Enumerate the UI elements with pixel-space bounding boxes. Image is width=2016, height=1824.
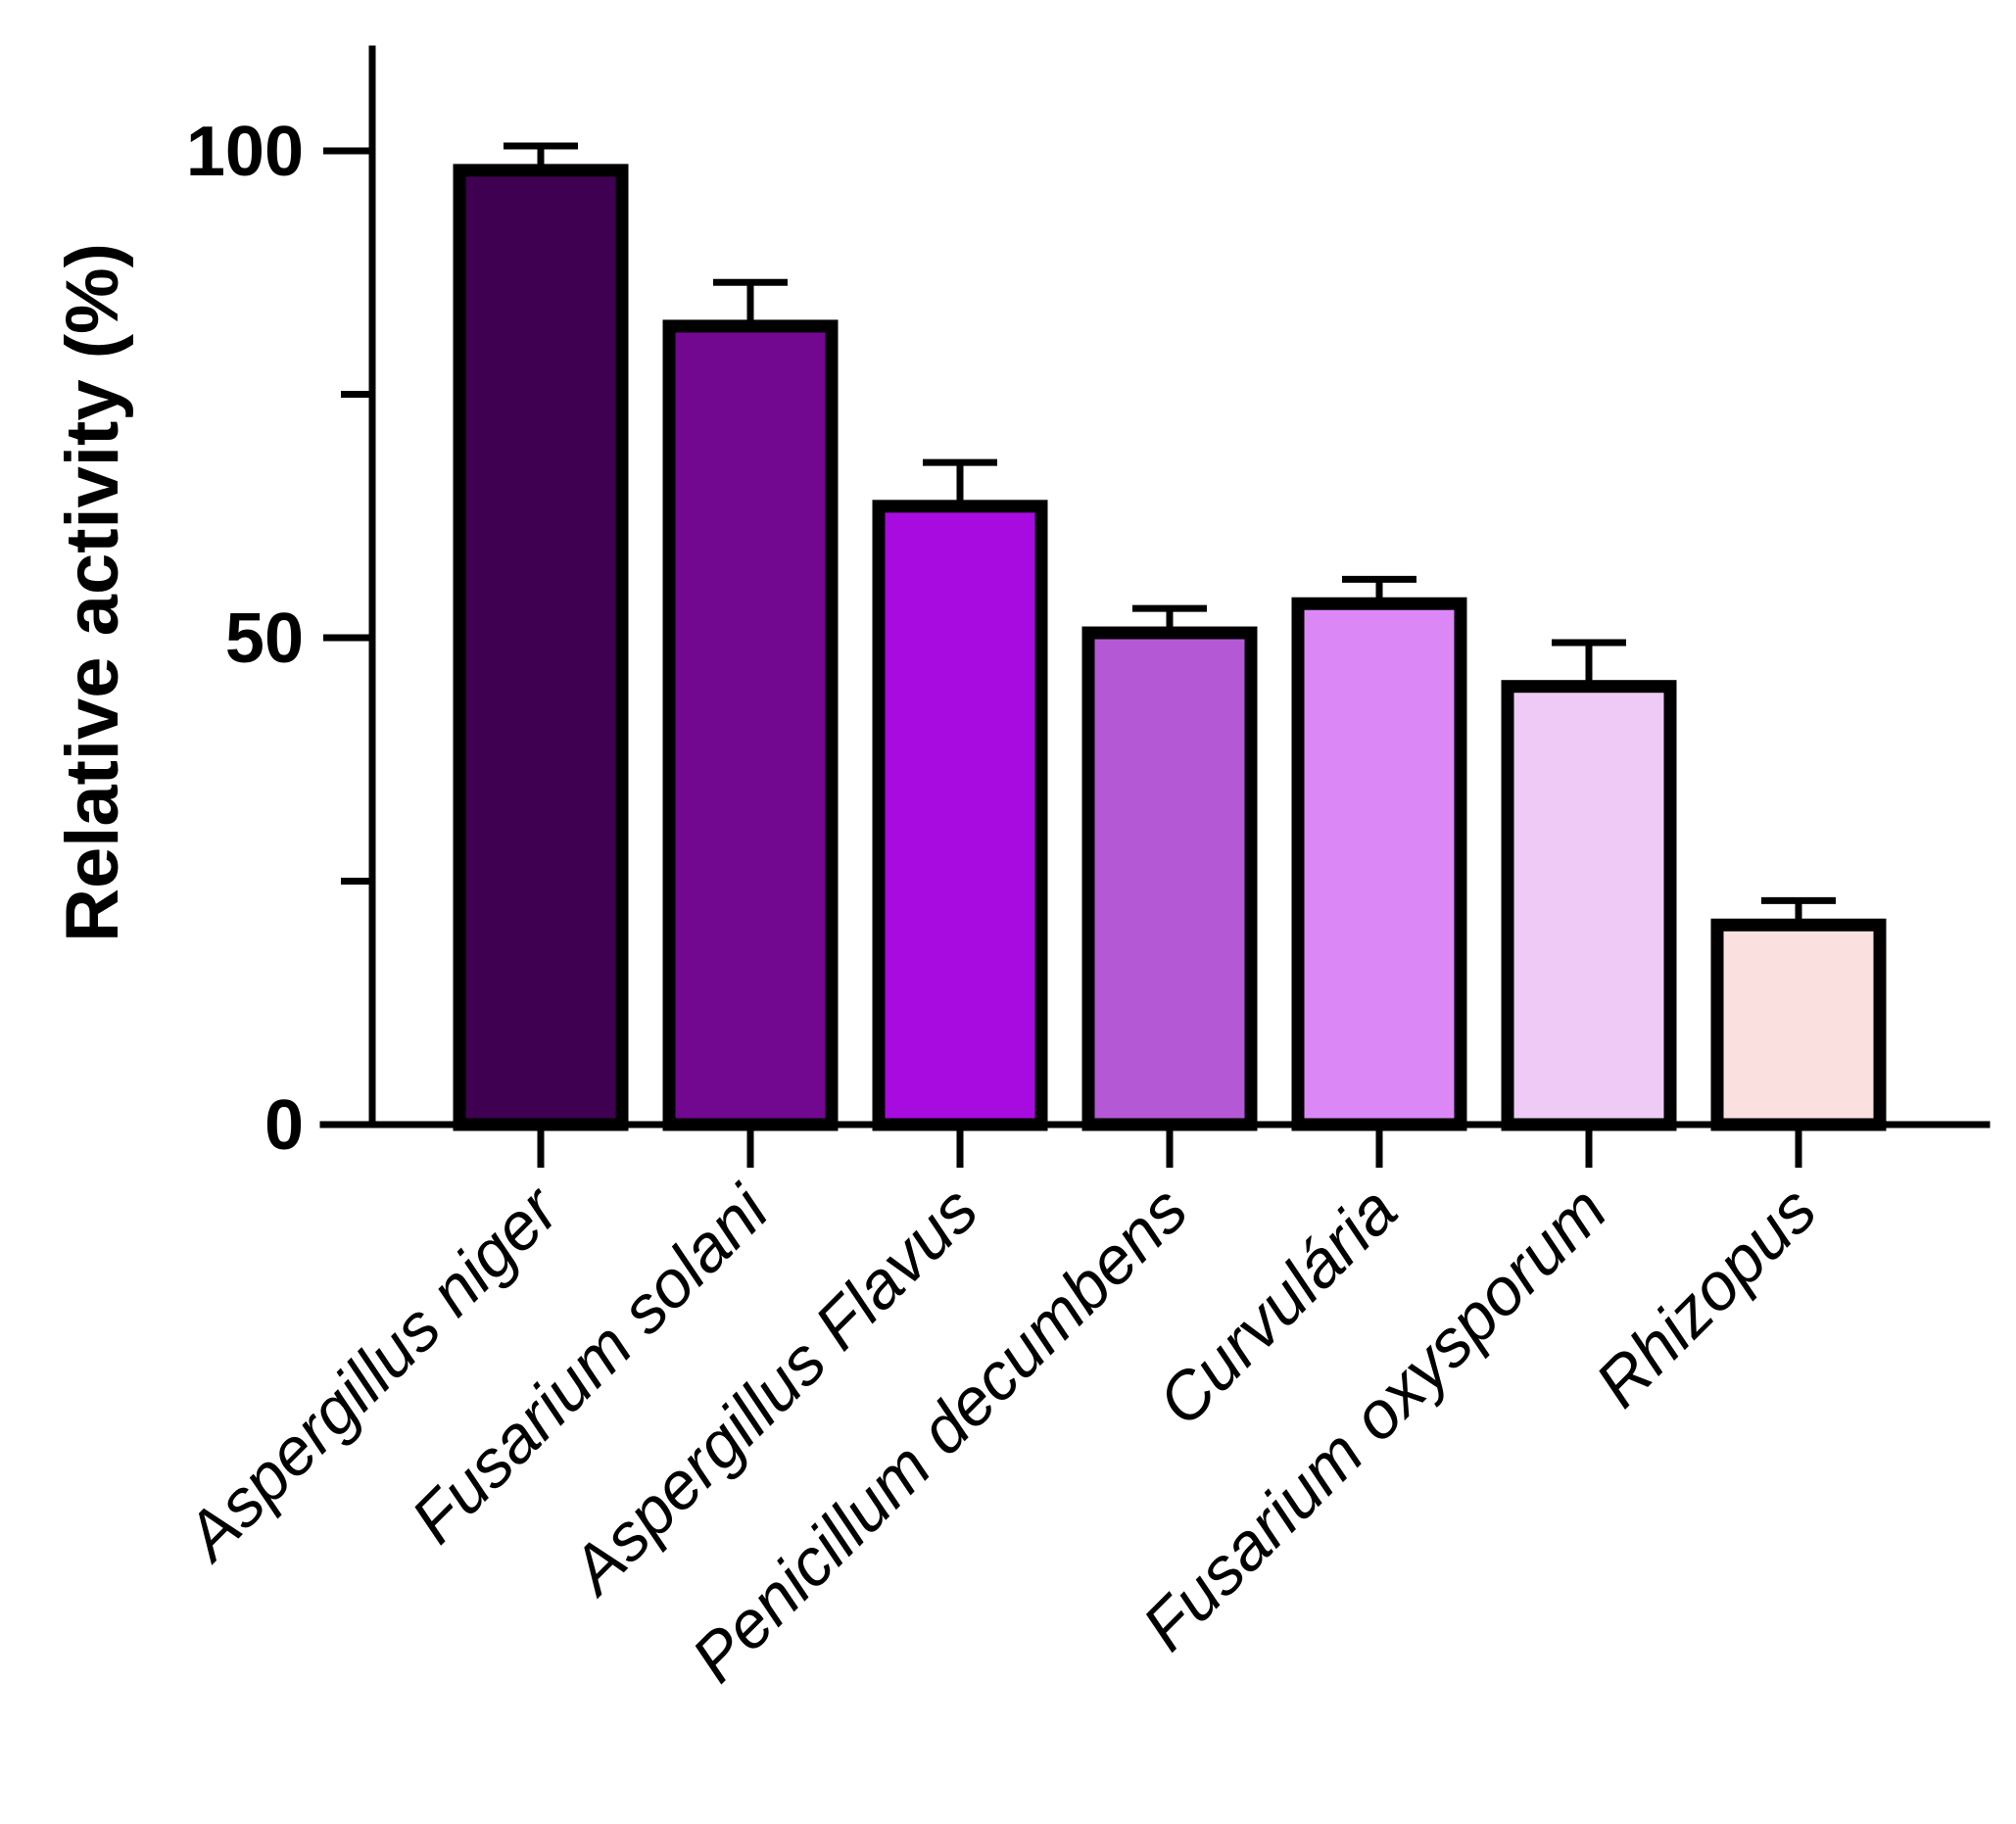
bar-curvul-ria xyxy=(1291,597,1467,1131)
bar-penicillum-decumbens xyxy=(1081,626,1258,1131)
y-ticks-layer: 0 50 100 xyxy=(186,113,372,1165)
bar-fusarium-solani xyxy=(662,319,839,1131)
y-axis-title: Relative activity (%) xyxy=(51,243,134,942)
bar-aspergillus-niger xyxy=(453,164,629,1131)
x-tick-label: Aspergillus Flavus xyxy=(554,1173,992,1610)
x-tick-label: Aspergillus niger xyxy=(169,1171,575,1576)
y-tick-label: 100 xyxy=(186,113,304,191)
y-tick-label: 50 xyxy=(225,600,304,678)
bar-aspergillus-flavus xyxy=(872,500,1048,1131)
axes-layer xyxy=(319,45,1991,1128)
bars-layer xyxy=(453,164,1887,1131)
y-tick-label: 0 xyxy=(264,1086,304,1165)
bar-rhizopus xyxy=(1710,918,1887,1131)
x-tick-label: Rhizopus xyxy=(1581,1173,1830,1421)
x-tick-label: Fusarium solani xyxy=(397,1172,783,1558)
bar-fusarium-oxysporum xyxy=(1501,680,1677,1131)
error-bars-layer xyxy=(504,142,1836,926)
